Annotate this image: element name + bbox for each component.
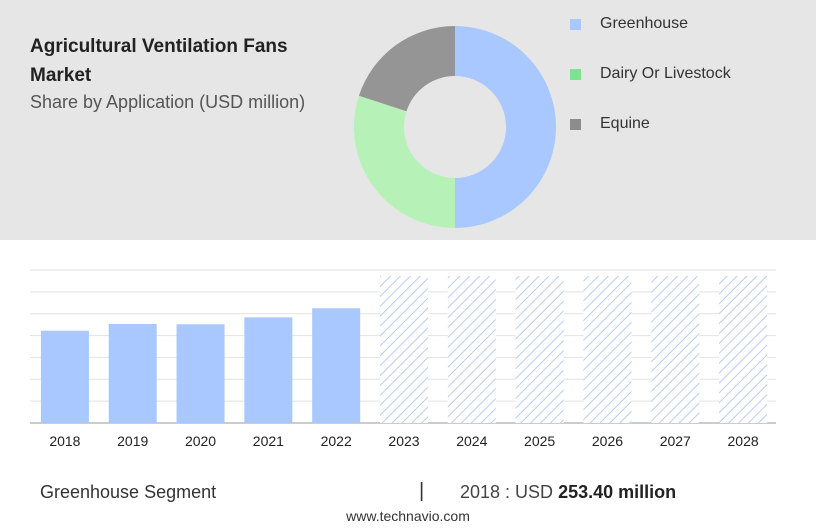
chart-title: Agricultural Ventilation Fans Market [30, 36, 288, 86]
forecast-bar-2026 [583, 276, 632, 423]
x-tick-label: 2022 [321, 433, 352, 449]
donut-chart [354, 26, 556, 229]
header-panel: Agricultural Ventilation Fans Market Sha… [0, 0, 816, 240]
legend-item-greenhouse: Greenhouse [570, 14, 731, 34]
chart-subtitle: Share by Application (USD million) [30, 92, 306, 112]
divider: | [419, 480, 425, 502]
donut-slice-dairy-or-livestock [354, 95, 455, 229]
donut-slice-greenhouse [455, 26, 556, 228]
forecast-bar-2024 [447, 276, 496, 423]
forecast-bar-2028 [719, 276, 768, 423]
bar-chart: 2018 2019 2020 2021 2022 2023 2024 2025 2026 2027… [30, 269, 776, 449]
source-link[interactable]: www.technavio.com [346, 508, 470, 524]
x-tick-label: 2025 [524, 433, 555, 449]
x-tick-label: 2018 [49, 433, 80, 449]
bar-2019 [108, 323, 157, 423]
forecast-bar-2025 [515, 276, 564, 423]
legend-item-equine: Equine [570, 114, 731, 134]
legend-swatch [570, 18, 581, 30]
x-tick-label: 2027 [660, 433, 691, 449]
legend-label: Greenhouse [600, 15, 689, 32]
segment-amount: 253.40 million [558, 482, 677, 502]
bar-2018 [40, 330, 89, 423]
segment-label: Greenhouse Segment [40, 482, 217, 502]
legend-swatch [570, 68, 581, 80]
segment-value: 2018 : USD 253.40 million [460, 482, 676, 503]
x-tick-label: 2020 [185, 433, 216, 449]
segment-year: 2018 : USD [460, 482, 554, 502]
x-tick-label: 2021 [253, 433, 284, 449]
forecast-bar-2027 [651, 276, 700, 423]
legend-swatch [570, 118, 581, 130]
legend: Greenhouse Dairy Or Livestock Equine [570, 14, 731, 164]
legend-item-dairy: Dairy Or Livestock [570, 64, 731, 84]
bar-2020 [176, 324, 225, 423]
x-tick-label: 2026 [592, 433, 623, 449]
forecast-bar-2023 [380, 276, 428, 423]
bar-2021 [244, 317, 293, 423]
x-tick-label: 2023 [388, 433, 419, 449]
x-tick-label: 2028 [728, 433, 759, 449]
donut-slice-equine [358, 26, 455, 112]
legend-label: Equine [600, 115, 650, 132]
x-tick-label: 2024 [456, 433, 487, 449]
bar-2022 [312, 308, 361, 423]
legend-label: Dairy Or Livestock [600, 65, 731, 82]
x-tick-label: 2019 [117, 433, 148, 449]
